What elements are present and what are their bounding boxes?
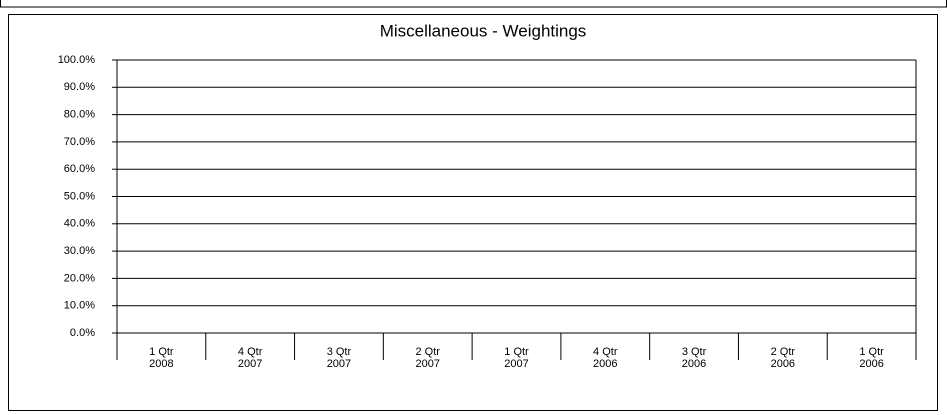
chart-title: Miscellaneous - Weightings: [380, 21, 587, 40]
y-tick-label: 10.0%: [64, 300, 95, 312]
x-tick-label: 3 Qtr 2006: [681, 346, 707, 370]
y-tick-label: 100.0%: [58, 54, 96, 66]
y-tick-label: 40.0%: [64, 218, 95, 230]
chart-frame: [8, 14, 938, 411]
y-tick-label: 80.0%: [64, 109, 95, 121]
x-tick-label: 1 Qtr 2006: [859, 346, 884, 370]
x-tick-label: 2 Qtr 2006: [770, 346, 796, 370]
x-tick-label: 4 Qtr 2007: [237, 346, 263, 370]
y-tick-label: 50.0%: [64, 190, 95, 202]
y-tick-label: 20.0%: [64, 272, 95, 284]
y-tick-label: 30.0%: [64, 245, 95, 257]
y-tick-label: 0.0%: [70, 327, 95, 339]
x-tick-label: 1 Qtr 2007: [504, 346, 529, 370]
y-tick-label: 90.0%: [64, 81, 95, 93]
x-tick-label: 2 Qtr 2007: [415, 346, 440, 370]
x-tick-label: 4 Qtr 2006: [593, 346, 618, 370]
y-tick-label: 70.0%: [64, 136, 95, 148]
x-tick-label: 3 Qtr 2007: [326, 346, 352, 370]
y-tick-label: 60.0%: [64, 163, 95, 175]
x-tick-label: 1 Qtr 2008: [149, 346, 174, 370]
top-strip: [0, 0, 947, 8]
